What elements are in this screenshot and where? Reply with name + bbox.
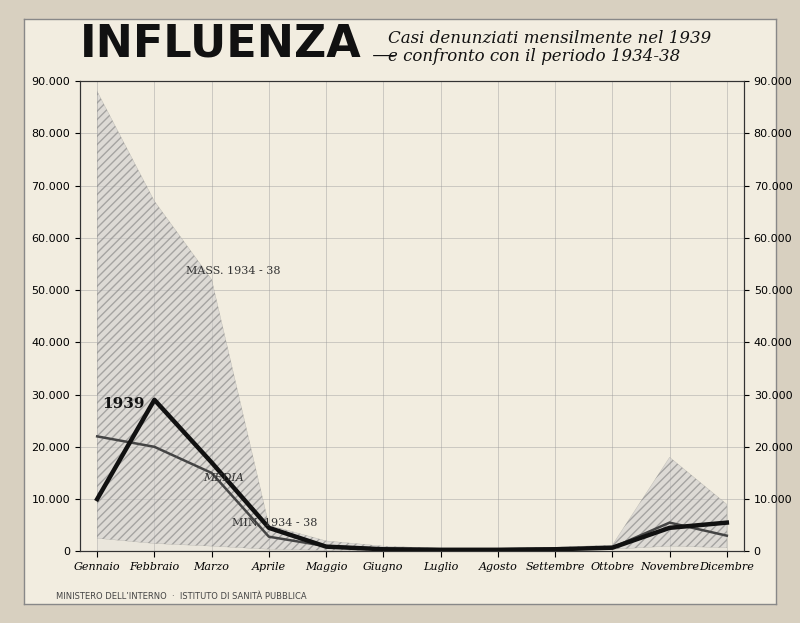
Text: MASS. 1934 - 38: MASS. 1934 - 38 bbox=[186, 267, 280, 277]
Text: INFLUENZA: INFLUENZA bbox=[80, 22, 362, 65]
Text: —: — bbox=[364, 44, 397, 67]
Text: 1939: 1939 bbox=[102, 397, 144, 411]
Text: e confronto con il periodo 1934-38: e confronto con il periodo 1934-38 bbox=[388, 49, 680, 65]
Text: MINISTERO DELL’INTERNO  ·  ISTITUTO DI SANITÀ PUBBLICA: MINISTERO DELL’INTERNO · ISTITUTO DI SAN… bbox=[56, 592, 306, 601]
Text: Casi denunziati mensilmente nel 1939: Casi denunziati mensilmente nel 1939 bbox=[388, 30, 711, 47]
Text: MIN. 1934 - 38: MIN. 1934 - 38 bbox=[232, 518, 317, 528]
Text: MEDIA: MEDIA bbox=[203, 473, 244, 483]
